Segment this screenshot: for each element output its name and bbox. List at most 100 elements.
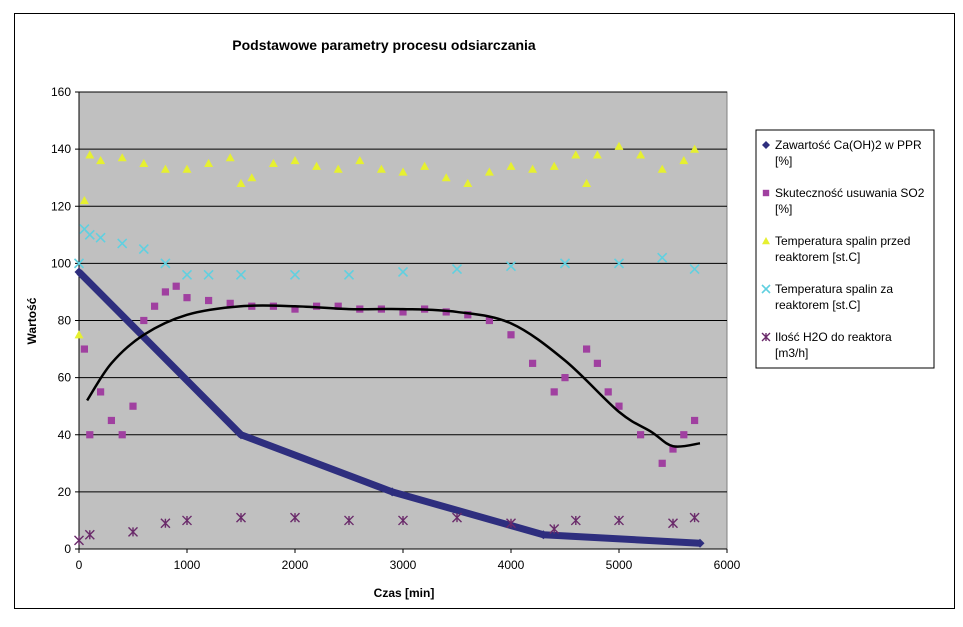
legend-label-line: Temperatura spalin za [775, 282, 893, 296]
data-point [312, 161, 322, 170]
y-tick-label: 160 [51, 85, 71, 99]
data-point [550, 388, 558, 396]
data-point [669, 445, 677, 453]
x-tick-label: 6000 [714, 558, 741, 572]
data-point [583, 345, 591, 353]
data-point [226, 299, 234, 307]
legend-label-line: [%] [775, 202, 792, 216]
data-point [79, 196, 89, 205]
data-point [247, 173, 257, 182]
legend-label-line: [%] [775, 154, 792, 168]
data-point [268, 158, 278, 168]
data-point [236, 178, 246, 187]
data-point [85, 150, 95, 159]
data-point [84, 529, 95, 540]
data-point [691, 416, 699, 425]
data-point [86, 431, 94, 439]
data-point [398, 515, 408, 526]
data-point [506, 518, 516, 529]
data-point [129, 402, 137, 410]
data-point [160, 258, 171, 269]
data-point [613, 258, 625, 269]
data-point [637, 431, 645, 439]
data-point [118, 431, 126, 439]
data-point [181, 269, 193, 280]
data-point [636, 150, 646, 159]
data-point [334, 302, 342, 310]
data-point [225, 153, 235, 162]
data-point [463, 178, 473, 187]
data-point [658, 459, 666, 467]
x-tick-label: 5000 [606, 558, 633, 572]
data-point [128, 526, 138, 537]
data-point [138, 244, 149, 255]
series [86, 304, 701, 448]
data-marks [73, 141, 705, 548]
data-point [205, 296, 213, 305]
data-point [485, 316, 493, 325]
x-axis-label: Czas [min] [374, 586, 435, 600]
data-point [561, 374, 569, 382]
data-point [160, 518, 171, 529]
data-point [614, 515, 624, 526]
legend-label: Temperatura spalin przed reaktorem [st.C] [775, 234, 910, 264]
data-point [182, 515, 192, 526]
data-point [484, 167, 494, 176]
data-point [96, 156, 106, 165]
data-point [529, 359, 537, 367]
legend: Zawartość Ca(OH)2 w PPR [%]Skuteczność us… [755, 129, 935, 369]
x-tick-label: 4000 [498, 558, 525, 572]
data-point [690, 144, 700, 153]
y-axis-label: Wartość [25, 297, 39, 344]
data-point [604, 388, 612, 396]
data-point [140, 316, 148, 325]
data-point [689, 512, 700, 523]
x-tick-label: 2000 [282, 558, 309, 572]
data-point [97, 388, 105, 396]
data-point [376, 164, 386, 173]
data-point [420, 161, 430, 170]
data-point [549, 524, 560, 535]
data-point [399, 308, 407, 316]
y-tick-label: 40 [58, 428, 72, 442]
data-point [762, 189, 770, 197]
x-tick-label: 3000 [390, 558, 417, 572]
legend-label-line: Temperatura spalin przed [775, 234, 910, 248]
data-point [593, 359, 601, 367]
data-point [397, 266, 409, 278]
data-point [183, 294, 191, 302]
data-point [203, 269, 214, 280]
data-point [464, 311, 472, 319]
data-point [84, 229, 95, 240]
data-point [172, 282, 180, 290]
legend-label: Ilość H2O do reaktora [m3/h] [775, 330, 892, 360]
y-tick-label: 100 [51, 256, 71, 270]
data-point [290, 156, 300, 165]
data-point [528, 164, 538, 173]
data-point [680, 431, 688, 439]
data-point [559, 258, 571, 269]
y-tick-label: 60 [58, 371, 72, 385]
data-point [657, 252, 668, 263]
data-point [343, 269, 355, 280]
data-point [679, 156, 689, 165]
y-tick-label: 20 [58, 485, 72, 499]
data-point [204, 158, 214, 168]
data-point [74, 535, 84, 546]
data-point [74, 267, 84, 277]
data-point [441, 173, 451, 182]
data-point [151, 302, 159, 310]
data-point [507, 331, 515, 339]
data-point [695, 538, 705, 548]
legend-label: Skuteczność usuwania SO2 [%] [775, 186, 925, 216]
y-tick-label: 140 [51, 142, 71, 156]
legend-label-line: reaktorem [st.C] [775, 250, 860, 264]
data-point [451, 264, 463, 275]
legend-label-line: Skuteczność usuwania SO2 [775, 186, 925, 200]
legend-label-line: [m3/h] [775, 346, 808, 360]
data-point [506, 161, 516, 170]
data-point [182, 164, 192, 173]
data-point [505, 261, 517, 272]
x-tick-labels: 0 1000 2000 3000 4000 5000 6000 [76, 558, 741, 572]
data-point [657, 164, 667, 173]
